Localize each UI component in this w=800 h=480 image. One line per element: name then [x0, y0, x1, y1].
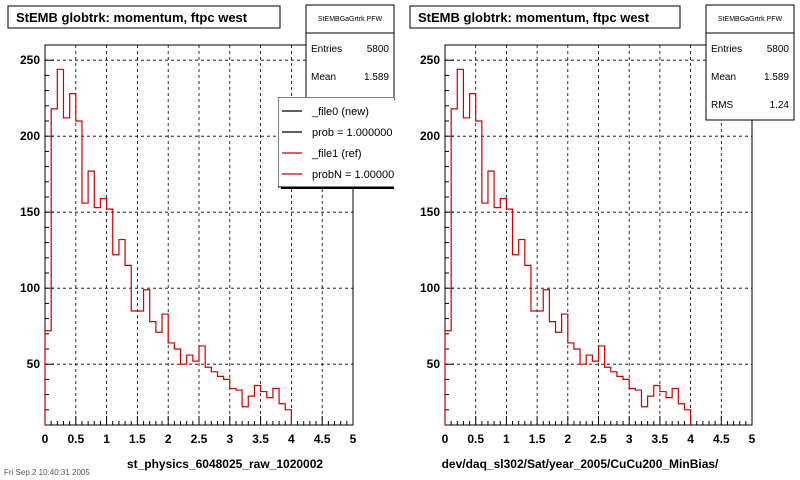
- histogram-series: [444, 68, 692, 425]
- legend-label: _file1 (ref): [311, 148, 362, 160]
- chart-title: StEMB globtrk: momentum, ftpc west: [16, 10, 248, 25]
- x-tick-label: 3: [226, 432, 233, 446]
- y-tick-label: 100: [420, 281, 440, 295]
- stats-label: RMS: [711, 100, 734, 111]
- x-tick-label: 4: [288, 432, 295, 446]
- chart-title-box: [7, 5, 281, 29]
- stats-value: 5800: [767, 44, 790, 55]
- x-tick-label: 3.5: [252, 432, 269, 446]
- x-tick-label: 5: [749, 432, 756, 446]
- stats-value: 1.24: [770, 100, 790, 111]
- y-tick-label: 250: [20, 53, 40, 67]
- stats-label: Entries: [711, 44, 742, 55]
- y-tick-label: 150: [420, 205, 440, 219]
- x-tick-label: 2.5: [191, 432, 208, 446]
- y-tick-label: 50: [27, 357, 41, 371]
- x-tick-label: 0.5: [67, 432, 84, 446]
- stats-label: Mean: [711, 72, 736, 83]
- timestamp-footnote: Fri Sep 2 10:40:31 2005: [4, 468, 90, 477]
- y-tick-label: 50: [427, 357, 441, 371]
- x-tick-label: 2: [165, 432, 172, 446]
- stats-value: 5800: [367, 44, 390, 55]
- histogram-panel-1: 0 0.5 1 1.5 2 2.5 3 3.5 4 4.5 5 50 100 150 200 250 StEMB…: [7, 4, 400, 471]
- x-tick-label: 1: [503, 432, 510, 446]
- histogram-series: [44, 68, 292, 425]
- stats-value: 1.589: [364, 72, 389, 83]
- x-tick-label: 1: [103, 432, 110, 446]
- x-tick-label: 2.5: [590, 432, 607, 446]
- legend-box: [278, 97, 394, 188]
- chart-title: StEMB globtrk: momentum, ftpc west: [418, 10, 650, 25]
- y-tick-label: 100: [20, 281, 40, 295]
- x-tick-label: 0: [442, 432, 449, 446]
- x-tick-label: 3: [626, 432, 633, 446]
- x-axis-label: dev/daq_sl302/Sat/year_2005/CuCu200_MinB…: [442, 457, 719, 471]
- x-tick-label: 3.5: [652, 432, 669, 446]
- y-tick-label: 200: [420, 129, 440, 143]
- stats-name: StEMBGaGrtrk PFW: [718, 16, 783, 23]
- x-tick-label: 2: [564, 432, 571, 446]
- x-tick-label: 4: [687, 432, 694, 446]
- x-tick-label: 4.5: [314, 432, 331, 446]
- chart-title-box: [409, 5, 681, 29]
- stats-name: StEMBGaGrtrk PFW: [318, 16, 383, 23]
- stats-label: Mean: [311, 72, 336, 83]
- x-tick-label: 5: [350, 432, 357, 446]
- legend-label: probN = 1.000000: [312, 169, 400, 181]
- y-tick-label: 150: [20, 205, 40, 219]
- y-tick-label: 250: [420, 53, 440, 67]
- x-tick-label: 1.5: [129, 432, 146, 446]
- stats-box: [305, 4, 395, 101]
- histogram-panel-2: 0 0.5 1 1.5 2 2.5 3 3.5 4 4.5 5 50 100 150 200 250 StEMB…: [409, 4, 795, 471]
- legend-label: _file0 (new): [311, 106, 369, 118]
- x-tick-label: 0.5: [467, 432, 484, 446]
- stats-box: [705, 4, 795, 121]
- x-tick-label: 1.5: [529, 432, 546, 446]
- x-axis-label: st_physics_6048025_raw_1020002: [127, 457, 323, 471]
- legend-label: prob = 1.000000: [312, 127, 392, 139]
- y-tick-label: 200: [20, 129, 40, 143]
- stats-value: 1.589: [764, 72, 789, 83]
- x-tick-label: 4.5: [713, 432, 730, 446]
- stats-label: Entries: [311, 44, 342, 55]
- legend: _file0 (new) prob = 1.000000 _file1 (ref) p…: [278, 97, 400, 189]
- x-tick-label: 0: [42, 432, 49, 446]
